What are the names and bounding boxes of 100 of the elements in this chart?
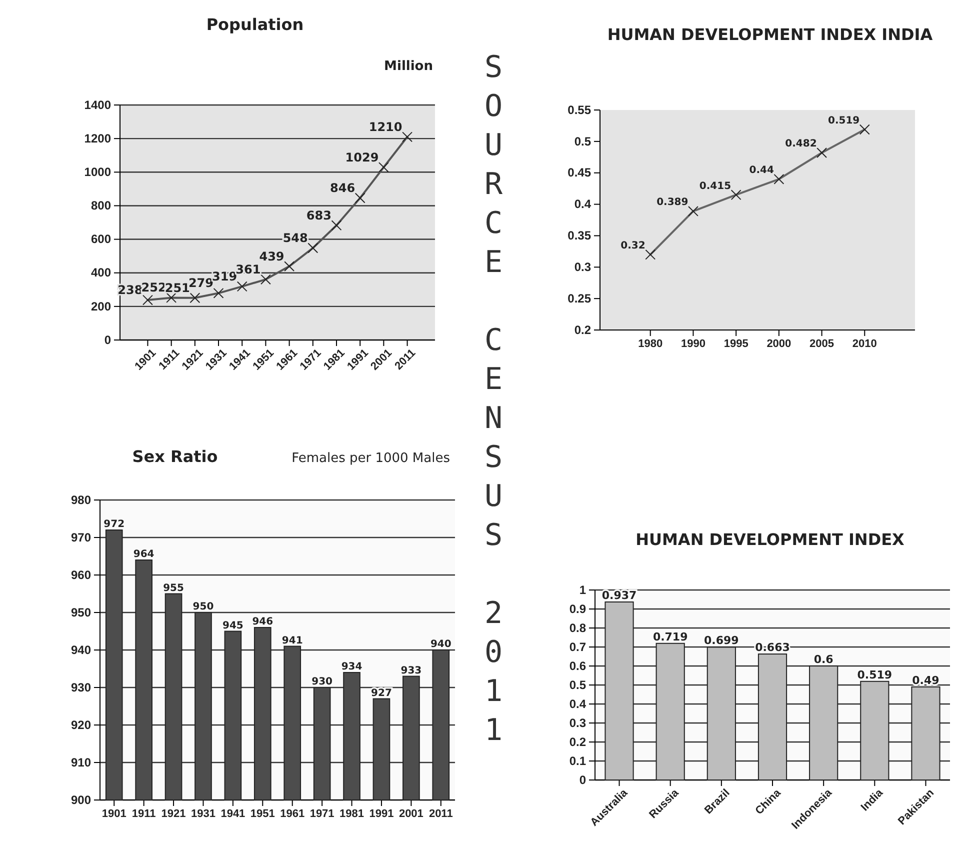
y-tick-label: 800 [90,198,112,213]
x-tick-label: 1961 [280,808,305,820]
y-tick-label: 0.7 [569,640,586,654]
data-label: 964 [133,549,154,560]
chart-title: Population [206,15,304,34]
data-label: 251 [164,280,190,295]
data-label: 0.415 [699,180,732,192]
y-tick-label: 0.35 [568,228,592,243]
data-label: 934 [341,662,362,672]
data-label: 0.519 [828,115,860,126]
y-tick-label: 970 [70,530,92,544]
y-tick-label: 0 [104,332,112,347]
y-tick-label: 0.55 [568,102,592,117]
y-axis-title: Million [384,59,433,74]
chart-title: Sex Ratio [132,447,218,466]
x-tick-label: 1901 [102,808,126,820]
y-tick-label: 930 [70,680,92,694]
data-label: 1210 [368,120,402,134]
data-label: 940 [430,639,452,650]
x-tick-label: 2000 [766,338,792,350]
y-tick-label: 1 [579,582,586,597]
y-tick-label: 0.9 [569,602,586,616]
bar [656,642,685,780]
data-label: 950 [192,602,214,612]
data-label: 0.6 [814,653,834,666]
y-tick-label: 0.2 [574,322,592,337]
bar [911,686,940,780]
y-tick-label: 600 [90,232,112,246]
source-note: SOURCE CENSUS 2011 [476,50,511,752]
y-tick-label: 940 [70,642,92,657]
y-tick-label: 0.6 [569,658,586,673]
x-tick-label: 1941 [220,808,246,820]
data-label: 0.719 [652,630,688,644]
data-label: 319 [212,269,238,284]
data-label: 972 [104,519,125,530]
y-tick-label: 0.4 [574,197,592,212]
y-tick-label: 0.5 [569,678,586,692]
data-label: 0.519 [857,668,892,682]
data-label: 683 [306,208,332,222]
chart-title: HUMAN DEVELOPMENT INDEX INDIA [607,25,934,44]
x-tick-label: 1921 [161,808,186,820]
bar [758,654,788,780]
chart-title: HUMAN DEVELOPMENT INDEX [636,530,906,549]
data-label: 955 [163,582,184,594]
x-tick-label: 2001 [398,808,424,820]
data-label: 0.32 [620,240,646,252]
data-label: 0.482 [785,138,817,150]
data-label: 1029 [345,150,379,164]
y-tick-label: 910 [70,755,92,770]
y-tick-label: 1400 [84,98,112,112]
data-label: 279 [188,276,214,290]
x-tick-label: 2011 [428,808,453,820]
data-label: 252 [141,280,166,295]
x-tick-label: 1990 [680,338,706,350]
y-tick-label: 900 [70,792,92,807]
bar [809,666,838,780]
x-tick-label: 1971 [310,808,334,820]
y-tick-label: 200 [90,299,112,314]
x-tick-label: 1980 [638,338,663,350]
x-tick-label: 1931 [190,808,216,820]
y-tick-label: 0.8 [569,620,586,635]
data-label: 0.44 [749,165,774,176]
data-label: 0.49 [912,674,940,687]
x-tick-label: 1981 [340,808,364,820]
data-label: 930 [312,676,333,688]
data-label: 0.937 [602,588,637,602]
x-tick-label: 1991 [369,808,394,820]
x-tick-label: 1951 [250,808,275,820]
y-tick-label: 0 [579,772,586,787]
y-tick-label: 1000 [84,164,112,179]
y-tick-label: 0.1 [569,754,586,768]
x-tick-label: 2010 [852,338,877,350]
y-tick-label: 920 [70,718,92,732]
data-label: 933 [400,665,422,676]
y-tick-label: 1200 [84,131,112,146]
y-tick-label: 0.3 [569,716,586,730]
y-tick-label: 0.45 [568,166,592,180]
bar [706,646,736,780]
bar [604,601,634,780]
x-tick-label: 1911 [132,808,156,820]
chart-subtitle: Females per 1000 Males [292,451,450,466]
x-tick-label: 2005 [810,338,834,350]
y-tick-label: 960 [70,568,92,582]
y-tick-label: 980 [70,492,92,507]
data-label: 0.389 [656,197,688,208]
y-tick-label: 0.2 [569,734,586,749]
data-label: 941 [282,635,303,646]
y-tick-label: 0.3 [574,260,592,274]
data-label: 927 [371,688,392,699]
x-tick-label: 1995 [724,338,748,350]
data-label: 0.699 [704,634,739,648]
y-tick-label: 0.4 [569,696,586,711]
y-tick-label: 0.5 [574,134,592,148]
y-tick-label: 0.25 [568,291,592,306]
data-label: 439 [259,249,284,264]
data-label: 946 [252,616,274,628]
data-label: 846 [330,180,356,195]
y-tick-label: 400 [90,266,112,280]
data-label: 945 [222,620,244,632]
bar [860,680,890,780]
